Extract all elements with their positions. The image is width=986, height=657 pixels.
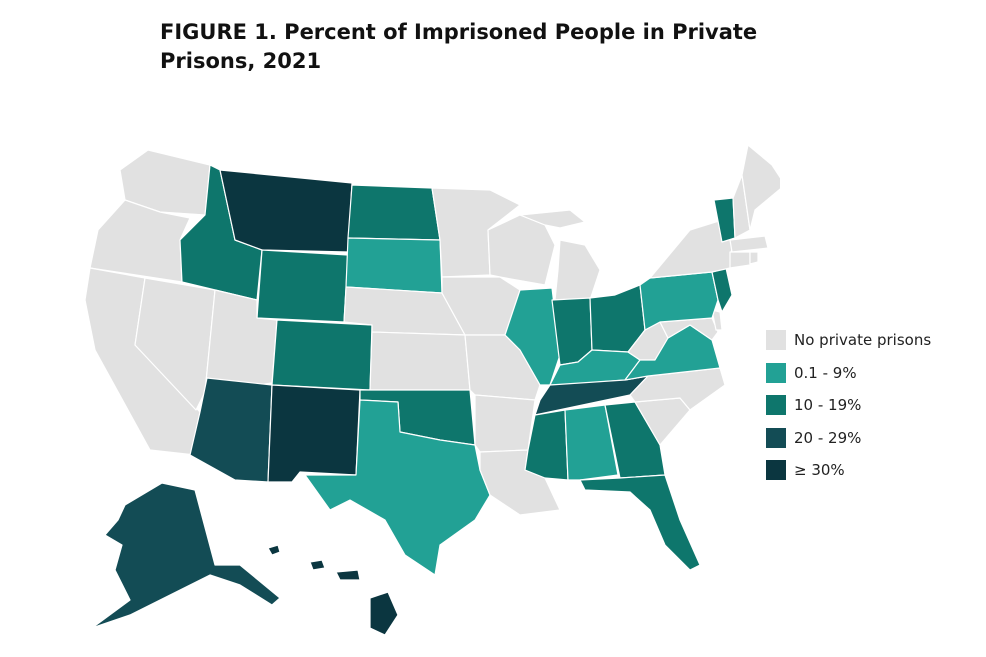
state-south-dakota xyxy=(345,237,443,294)
state-wyoming xyxy=(256,249,349,323)
legend-label: 10 - 19% xyxy=(794,396,862,415)
state-florida xyxy=(579,474,701,571)
state-alaska xyxy=(91,482,281,629)
figure-title: FIGURE 1. Percent of Imprisoned People i… xyxy=(160,20,758,73)
state-nevada xyxy=(134,277,216,411)
state-new-mexico xyxy=(267,384,361,483)
map-legend: No private prisons 0.1 - 9% 10 - 19% 20 … xyxy=(766,324,976,487)
us-choropleth-map xyxy=(84,144,780,636)
state-texas xyxy=(304,399,491,576)
state-colorado xyxy=(271,319,373,391)
state-delaware xyxy=(711,309,723,331)
legend-swatch xyxy=(766,330,786,351)
state-georgia xyxy=(604,401,666,479)
legend-item: No private prisons xyxy=(766,324,976,357)
state-connecticut xyxy=(729,251,751,269)
legend-item: 0.1 - 9% xyxy=(766,357,976,390)
legend-swatch xyxy=(766,460,786,481)
legend-item: ≥ 30% xyxy=(766,454,976,487)
legend-label: 20 - 29% xyxy=(794,428,862,447)
state-kansas xyxy=(369,331,471,391)
state-massachusetts xyxy=(729,235,769,253)
legend-swatch xyxy=(766,427,786,448)
legend-label: No private prisons xyxy=(794,331,932,350)
state-maine xyxy=(741,144,780,231)
legend-swatch xyxy=(766,362,786,383)
state-illinois xyxy=(504,287,561,386)
state-rhode-island xyxy=(749,251,759,265)
legend-item: 20 - 29% xyxy=(766,422,976,455)
legend-label: 0.1 - 9% xyxy=(794,363,857,382)
legend-label: ≥ 30% xyxy=(794,461,845,480)
legend-item: 10 - 19% xyxy=(766,389,976,422)
state-arkansas xyxy=(474,394,536,453)
state-alabama xyxy=(564,404,619,481)
state-montana xyxy=(219,169,353,253)
state-north-dakota xyxy=(347,184,441,241)
state-hawaii xyxy=(267,544,399,636)
legend-swatch xyxy=(766,395,786,416)
